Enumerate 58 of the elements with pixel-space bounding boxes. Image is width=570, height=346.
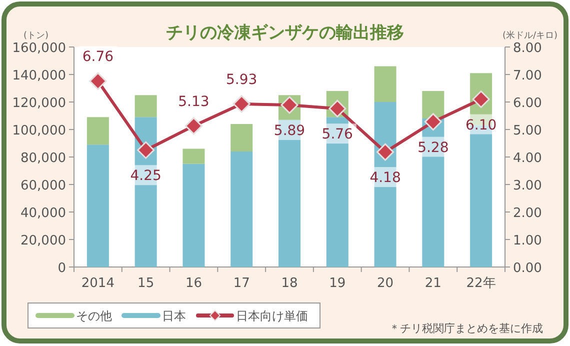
bar — [182, 148, 205, 164]
bar — [86, 117, 109, 145]
x-tick-label: 15 — [138, 276, 154, 291]
data-label: 5.89 — [274, 123, 306, 140]
bar — [230, 124, 253, 152]
bar — [422, 91, 444, 118]
y2-tick-label: 5.00 — [513, 124, 542, 138]
y-axis-title: (トン) — [23, 31, 49, 41]
x-tick-label: 18 — [281, 276, 298, 291]
point — [137, 141, 155, 159]
legend-label: その他 — [76, 309, 112, 323]
point — [232, 95, 250, 113]
x-tick-label: 2014 — [81, 276, 114, 291]
x-tick-label: 20 — [377, 276, 394, 291]
data-label: 6.10 — [465, 117, 497, 134]
legend-label: 日本向け単価 — [236, 309, 308, 323]
y-tick-label: 0 — [58, 261, 66, 276]
point — [89, 72, 107, 90]
data-label: 5.13 — [178, 94, 210, 110]
y2-tick-label: 0.00 — [513, 261, 542, 276]
chart-title: チリの冷凍ギンザケの輸出推移 — [166, 23, 404, 43]
y-tick-label: 140,000 — [12, 68, 66, 84]
data-label: 6.76 — [82, 49, 114, 66]
y2-tick-label: 8.00 — [513, 41, 542, 56]
point — [184, 117, 202, 135]
x-tick-label: 22年 — [466, 276, 496, 291]
bar — [86, 144, 109, 267]
text: ＊チリ税関庁まとめを基に作成 — [389, 322, 543, 335]
x-tick-label: 17 — [233, 276, 250, 291]
legend-label: 日本 — [162, 309, 186, 323]
data-label: 4.18 — [370, 170, 401, 186]
x-tick-label: 19 — [329, 276, 346, 291]
x-tick-label: 21 — [424, 276, 442, 291]
bar — [374, 66, 396, 102]
y-tick-label: 20,000 — [20, 234, 66, 248]
y-tick-label: 80,000 — [20, 151, 66, 166]
y-tick-label: 120,000 — [12, 96, 66, 111]
y2-axis-title: (米ドル/キロ) — [502, 30, 558, 41]
y-tick-label: 40,000 — [20, 206, 66, 221]
y2-tick-label: 4.00 — [513, 151, 542, 166]
data-label: 5.76 — [322, 126, 354, 143]
y-tick-label: 100,000 — [12, 124, 66, 138]
y2-tick-label: 6.00 — [513, 96, 542, 111]
data-label: 5.28 — [418, 140, 449, 156]
y2-tick-label: 7.00 — [513, 68, 542, 84]
y-tick-label: 160,000 — [12, 41, 66, 56]
y2-tick-label: 2.00 — [513, 206, 542, 221]
bar — [134, 95, 157, 118]
bar — [230, 152, 253, 267]
x-tick-label: 16 — [185, 276, 202, 291]
point — [424, 113, 442, 131]
data-label: 4.25 — [130, 168, 162, 184]
point — [376, 143, 394, 161]
y2-tick-label: 3.00 — [513, 178, 542, 194]
y2-tick-label: 1.00 — [513, 234, 542, 248]
data-label: 5.93 — [226, 72, 258, 88]
y-tick-label: 60,000 — [20, 178, 66, 194]
bar — [182, 164, 205, 267]
